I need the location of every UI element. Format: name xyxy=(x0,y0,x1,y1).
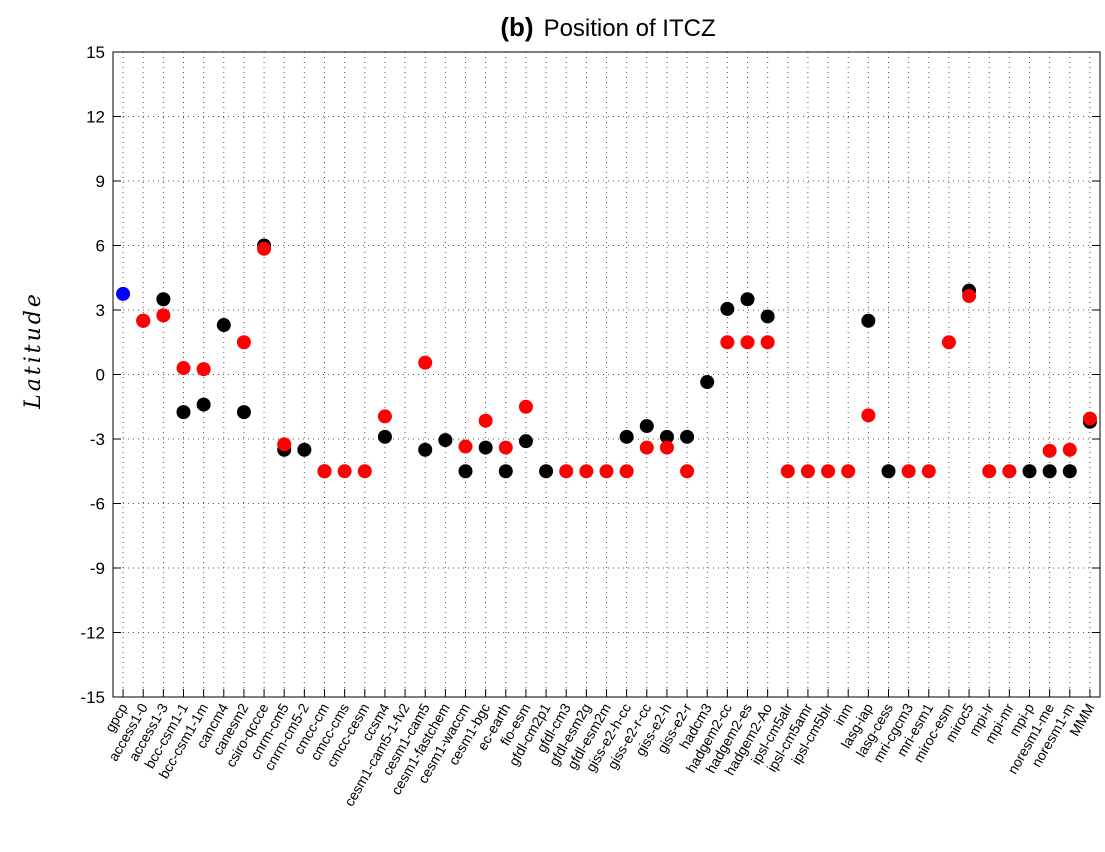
dot xyxy=(780,464,795,479)
title-prefix: (b) xyxy=(500,12,533,42)
dot xyxy=(317,464,332,479)
y-tick-label: -6 xyxy=(90,495,105,514)
dot xyxy=(962,289,977,304)
dot xyxy=(337,464,352,479)
dot xyxy=(518,434,533,449)
dot xyxy=(357,464,372,479)
dot xyxy=(881,464,896,479)
y-tick-label: 12 xyxy=(86,108,105,127)
dot xyxy=(518,399,533,414)
dot xyxy=(639,440,654,455)
dot xyxy=(498,464,513,479)
y-tick-label: -3 xyxy=(90,430,105,449)
dot xyxy=(861,313,876,328)
dot xyxy=(196,362,211,377)
dot xyxy=(1002,464,1017,479)
dot xyxy=(700,375,715,390)
dot xyxy=(720,335,735,350)
dot xyxy=(176,405,191,420)
dot xyxy=(377,429,392,444)
y-tick-label: -12 xyxy=(80,624,105,643)
title-text: Position of ITCZ xyxy=(544,15,716,42)
dot xyxy=(680,429,695,444)
y-tick-label: 6 xyxy=(96,237,105,256)
y-tick-label: 15 xyxy=(86,43,105,62)
dot xyxy=(619,429,634,444)
dot xyxy=(277,437,292,452)
dot xyxy=(680,464,695,479)
dot xyxy=(659,440,674,455)
dot xyxy=(418,355,433,370)
dot xyxy=(901,464,916,479)
dot xyxy=(760,335,775,350)
dot xyxy=(1082,411,1097,426)
y-tick-label: 3 xyxy=(96,301,105,320)
dot xyxy=(297,442,312,457)
dot xyxy=(720,301,735,316)
dot xyxy=(478,440,493,455)
dot xyxy=(1062,464,1077,479)
dot xyxy=(116,286,131,301)
dot xyxy=(579,464,594,479)
dot xyxy=(982,464,997,479)
dot xyxy=(438,433,453,448)
y-tick-label: 9 xyxy=(96,172,105,191)
dot xyxy=(760,309,775,324)
dot xyxy=(539,464,554,479)
dot xyxy=(659,429,674,444)
dot xyxy=(740,292,755,307)
dot xyxy=(821,464,836,479)
dot xyxy=(921,464,936,479)
dot xyxy=(1042,443,1057,458)
dot xyxy=(418,442,433,457)
dot xyxy=(136,313,151,328)
dot xyxy=(156,308,171,323)
dot xyxy=(639,419,654,434)
dot xyxy=(377,409,392,424)
y-tick-label: 0 xyxy=(96,366,105,385)
dot xyxy=(1022,464,1037,479)
dot xyxy=(478,413,493,428)
dot xyxy=(236,335,251,350)
dot xyxy=(800,464,815,479)
dot xyxy=(156,292,171,307)
dot xyxy=(216,318,231,333)
dot xyxy=(559,464,574,479)
y-axis-label: Latitude xyxy=(21,291,46,410)
dot xyxy=(176,361,191,376)
dot xyxy=(841,464,856,479)
plot-frame xyxy=(112,51,1101,698)
dot xyxy=(196,397,211,412)
dot xyxy=(458,464,473,479)
y-tick-label: -15 xyxy=(80,688,105,707)
dot xyxy=(498,440,513,455)
dot xyxy=(1062,442,1077,457)
dot xyxy=(236,405,251,420)
dot xyxy=(619,464,634,479)
dot xyxy=(941,335,956,350)
dot xyxy=(458,439,473,454)
dot xyxy=(1042,464,1057,479)
chart-title: (b) Position of ITCZ xyxy=(500,12,715,42)
y-tick-label: -9 xyxy=(90,559,105,578)
dot xyxy=(861,408,876,423)
dot xyxy=(740,335,755,350)
dot xyxy=(257,241,272,256)
dot xyxy=(599,464,614,479)
